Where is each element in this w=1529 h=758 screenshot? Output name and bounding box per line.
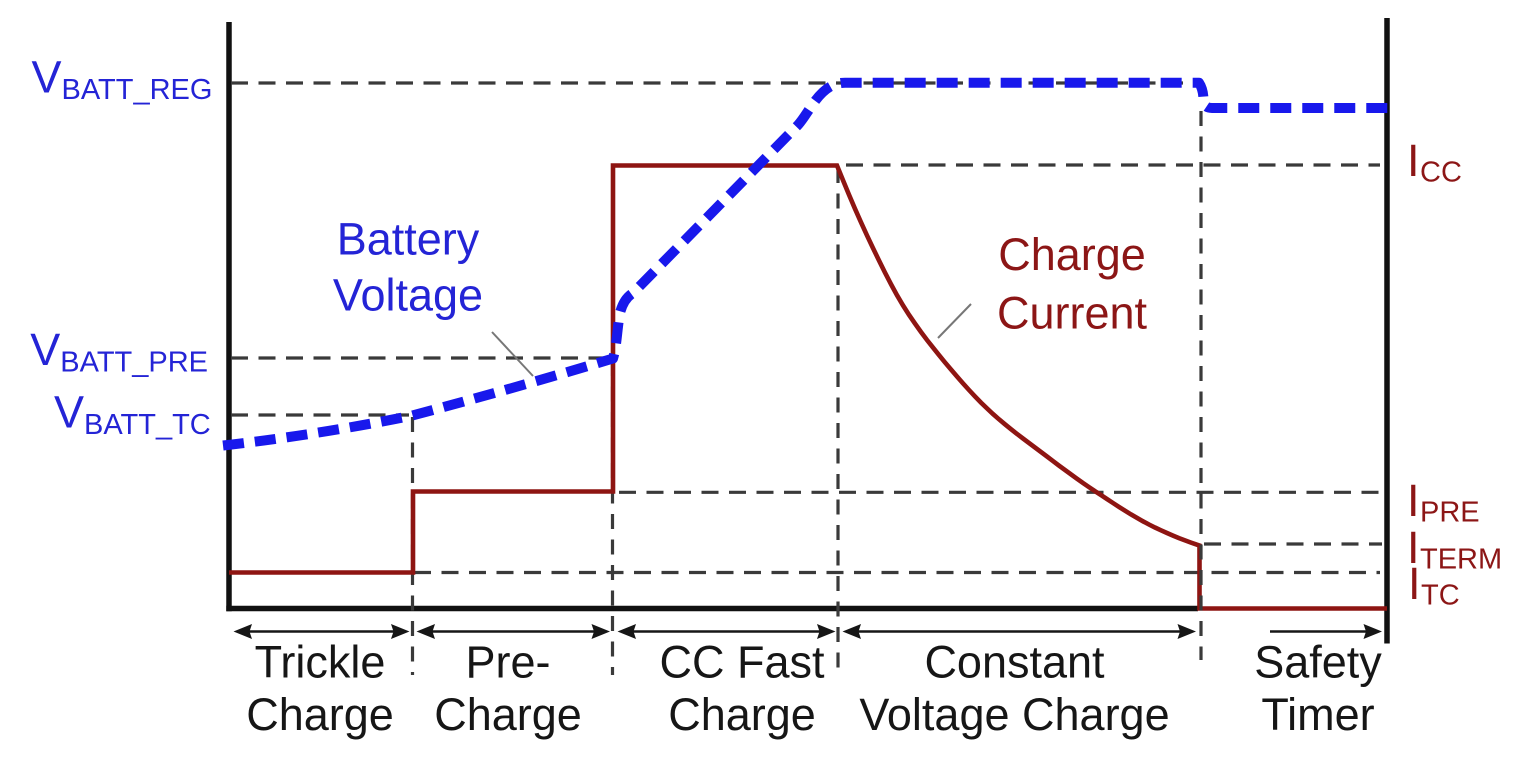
- svg-text:BATT_PRE: BATT_PRE: [60, 347, 208, 379]
- svg-text:Constant: Constant: [924, 637, 1105, 688]
- svg-text:PRE: PRE: [1420, 497, 1480, 529]
- svg-text:TERM: TERM: [1420, 544, 1502, 576]
- svg-text:CC: CC: [1420, 157, 1462, 189]
- svg-text:BATT_REG: BATT_REG: [62, 74, 213, 106]
- svg-text:Charge: Charge: [246, 689, 394, 740]
- svg-text:Voltage Charge: Voltage Charge: [859, 689, 1169, 740]
- svg-text:Pre-: Pre-: [465, 637, 550, 688]
- svg-text:I: I: [1407, 135, 1420, 186]
- svg-text:I: I: [1408, 558, 1421, 609]
- svg-text:Current: Current: [997, 288, 1148, 339]
- svg-text:CC Fast: CC Fast: [659, 637, 825, 688]
- svg-text:I: I: [1407, 522, 1420, 573]
- svg-text:Battery: Battery: [337, 214, 480, 265]
- svg-text:BATT_TC: BATT_TC: [84, 409, 211, 441]
- svg-text:Safety: Safety: [1254, 637, 1382, 688]
- svg-text:V: V: [32, 52, 62, 103]
- svg-text:Trickle: Trickle: [255, 637, 386, 688]
- svg-text:Timer: Timer: [1261, 689, 1374, 740]
- svg-text:Charge: Charge: [998, 229, 1146, 280]
- svg-text:TC: TC: [1421, 580, 1460, 612]
- svg-text:Charge: Charge: [434, 689, 582, 740]
- svg-text:V: V: [54, 387, 84, 438]
- svg-text:I: I: [1407, 475, 1420, 526]
- svg-text:Voltage: Voltage: [333, 270, 483, 321]
- svg-text:Charge: Charge: [668, 689, 816, 740]
- svg-text:V: V: [30, 324, 60, 375]
